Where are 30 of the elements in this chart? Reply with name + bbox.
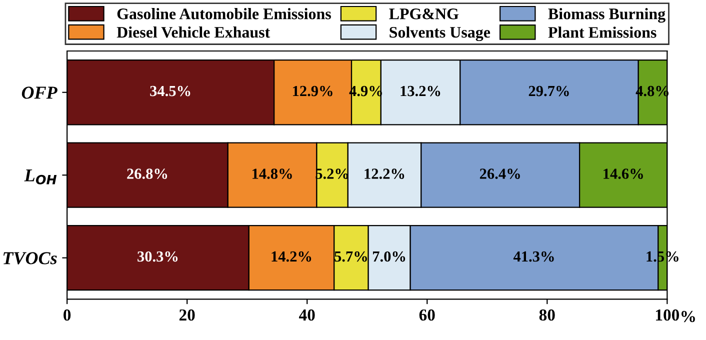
data-label: 5.7% (334, 251, 367, 262)
x-tick-label: 20 (179, 309, 195, 321)
data-label: 26.8% (127, 168, 168, 179)
data-label: 14.2% (272, 251, 312, 262)
data-label: 41.3% (513, 251, 554, 262)
legend-label: LPG&NG (389, 8, 459, 20)
y-tick-label: L$_{OH}$ (24, 169, 57, 184)
legend-label: Biomass Burning (548, 8, 666, 23)
legend-label: Solvents Usage (390, 26, 490, 42)
data-label: 12.2% (364, 168, 404, 179)
data-label: 7.0% (373, 251, 406, 262)
x-tick-label: 100 (656, 309, 680, 321)
data-label: 26.4% (480, 168, 520, 179)
data-label: 13.2% (400, 86, 440, 96)
x-tick-label: 60 (419, 309, 435, 321)
y-tick-label: OFP (22, 86, 58, 99)
y-tick-label: TVOCs (3, 252, 57, 264)
x-tick-label: 40 (299, 309, 315, 321)
x-axis-title: % (682, 310, 695, 322)
data-label: 29.7% (528, 86, 569, 96)
legend-label: Gasoline Automobile Emissions (117, 8, 331, 20)
data-label: 14.8% (252, 168, 292, 179)
data-label: 12.9% (293, 86, 332, 96)
data-label: 14.6% (604, 168, 643, 179)
x-tick-label: 80 (539, 309, 555, 321)
data-label: 34.5% (150, 86, 190, 96)
data-label: 30.3% (138, 251, 178, 262)
legend-label: Plant Emissions (548, 26, 656, 38)
legend-label: Diesel Vehicle Exhaust (116, 26, 270, 38)
x-tick-label: 0 (64, 309, 71, 321)
